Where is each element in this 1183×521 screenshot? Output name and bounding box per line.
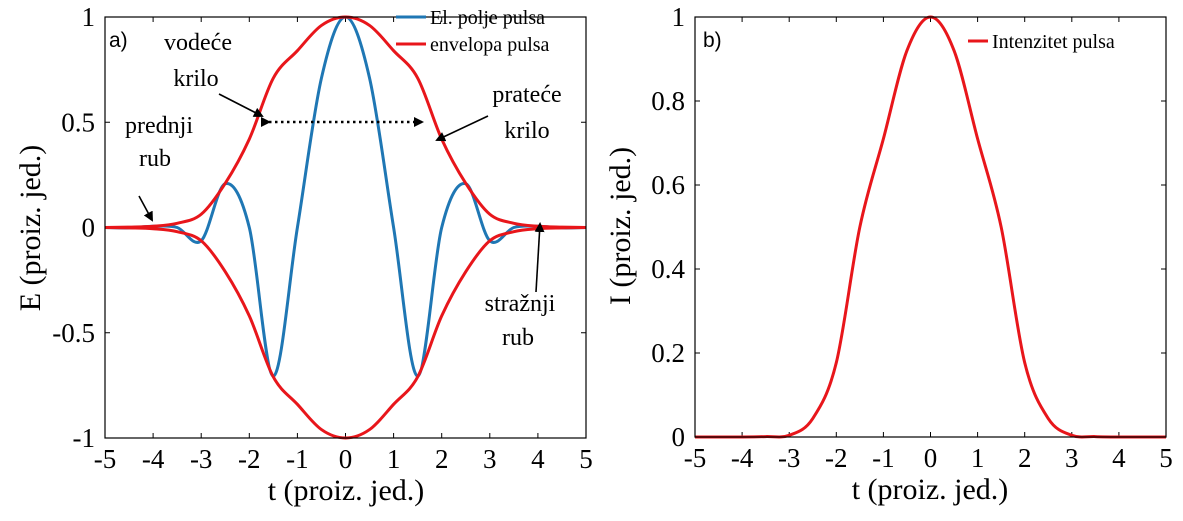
chart-a: -5 -4 -3 -2 -1 0 1 2 3 4 5 -1 -0.5 0 0.5 1 a) vodeće kr… [14,2,593,507]
chart-b-x-tick-label: 1 [971,443,985,473]
chart-a-ticks: -5 -4 -3 -2 -1 0 1 2 3 4 5 -1 -0.5 0 0.5 1 [52,2,593,474]
chart-b-ticks: -5 -4 -3 -2 -1 0 1 2 3 4 5 0 0.2 0.4 0.6 0.8 1 [651,2,1173,473]
chart-b-y-tick-label: 1 [672,2,686,32]
chart-b-y-axis-label: I (proiz. jed.) [604,147,637,305]
arrow-straznji-rub [534,222,545,293]
chart-a-x-tick-label: -3 [190,444,213,474]
chart-a-y-tick-label: -1 [73,423,96,453]
chart-b-panel-label: b) [703,29,722,52]
chart-b-x-tick-label: 3 [1065,443,1079,473]
chart-b-frame [694,16,1167,438]
annotation-rub-right: rub [502,325,534,351]
chart-b-x-tick-label: -4 [731,443,754,473]
chart-a-x-tick-label: 3 [483,444,497,474]
chart-b-x-tick-label: -2 [825,443,848,473]
chart-a-y-tick-label: 0.5 [61,107,95,137]
chart-a-x-tick-label: -4 [142,444,165,474]
chart-a-x-tick-label: 0 [339,444,353,474]
chart-b-y-tick-label: 0.4 [651,254,685,284]
annotation-straznji: stražnji [485,291,556,317]
chart-b-x-tick-label: 2 [1018,443,1032,473]
annotation-krilo-right: krilo [504,118,549,144]
chart-a-x-tick-label: 2 [435,444,449,474]
annotation-vodece: vodeće [164,30,232,56]
chart-b-x-tick-label: 0 [924,443,938,473]
chart-b-x-tick-label: 4 [1112,443,1126,473]
chart-b-y-tick-label: 0.6 [651,170,685,200]
arrow-prednji-rub [138,195,153,222]
legend-label-el-polje: El. polje pulsa [430,7,545,29]
chart-a-x-tick-label: -1 [286,444,309,474]
chart-b-series-group [695,15,1166,439]
chart-b: -5 -4 -3 -2 -1 0 1 2 3 4 5 0 0.2 0.4 0.6 0.8 1 b) Intenz… [604,2,1173,506]
chart-b-x-tick-label: 5 [1159,443,1173,473]
annotation-krilo-left: krilo [173,66,218,92]
chart-b-x-tick-label: -5 [684,443,707,473]
chart-a-y-tick-label: -0.5 [52,318,95,348]
chart-b-x-tick-label: -3 [778,443,801,473]
chart-a-y-axis-label: E (proiz. jed.) [14,145,47,312]
chart-b-y-tick-label: 0 [672,422,686,452]
chart-a-x-axis-label: t (proiz. jed.) [268,474,425,507]
chart-b-y-tick-label: 0.2 [651,338,685,368]
series-line-intenzitet-pulsa [695,15,1166,439]
annotation-pratece: prateće [492,82,561,108]
chart-b-x-axis-label: t (proiz. jed.) [852,473,1009,506]
chart-a-panel-label: a) [109,29,128,52]
arrow-vodece-krilo [218,93,264,117]
chart-a-x-tick-label: 5 [579,444,593,474]
legend-label-intenzitet: Intenzitet pulsa [992,31,1115,53]
chart-a-frame [104,16,587,439]
arrow-pratece-krilo [435,115,489,142]
annotation-rub-left: rub [139,146,171,172]
legend-label-envelopa: envelopa pulsa [430,34,550,56]
chart-a-x-tick-label: 4 [531,444,545,474]
chart-a-x-tick-label: 1 [387,444,401,474]
chart-a-x-tick-label: -2 [238,444,261,474]
chart-b-y-tick-label: 0.8 [651,86,685,116]
chart-b-x-tick-label: -1 [872,443,895,473]
chart-a-y-tick-label: 0 [82,213,96,243]
chart-a-x-tick-label: -5 [94,444,117,474]
chart-a-y-tick-label: 1 [82,2,96,32]
annotation-prednji: prednji [125,113,193,139]
